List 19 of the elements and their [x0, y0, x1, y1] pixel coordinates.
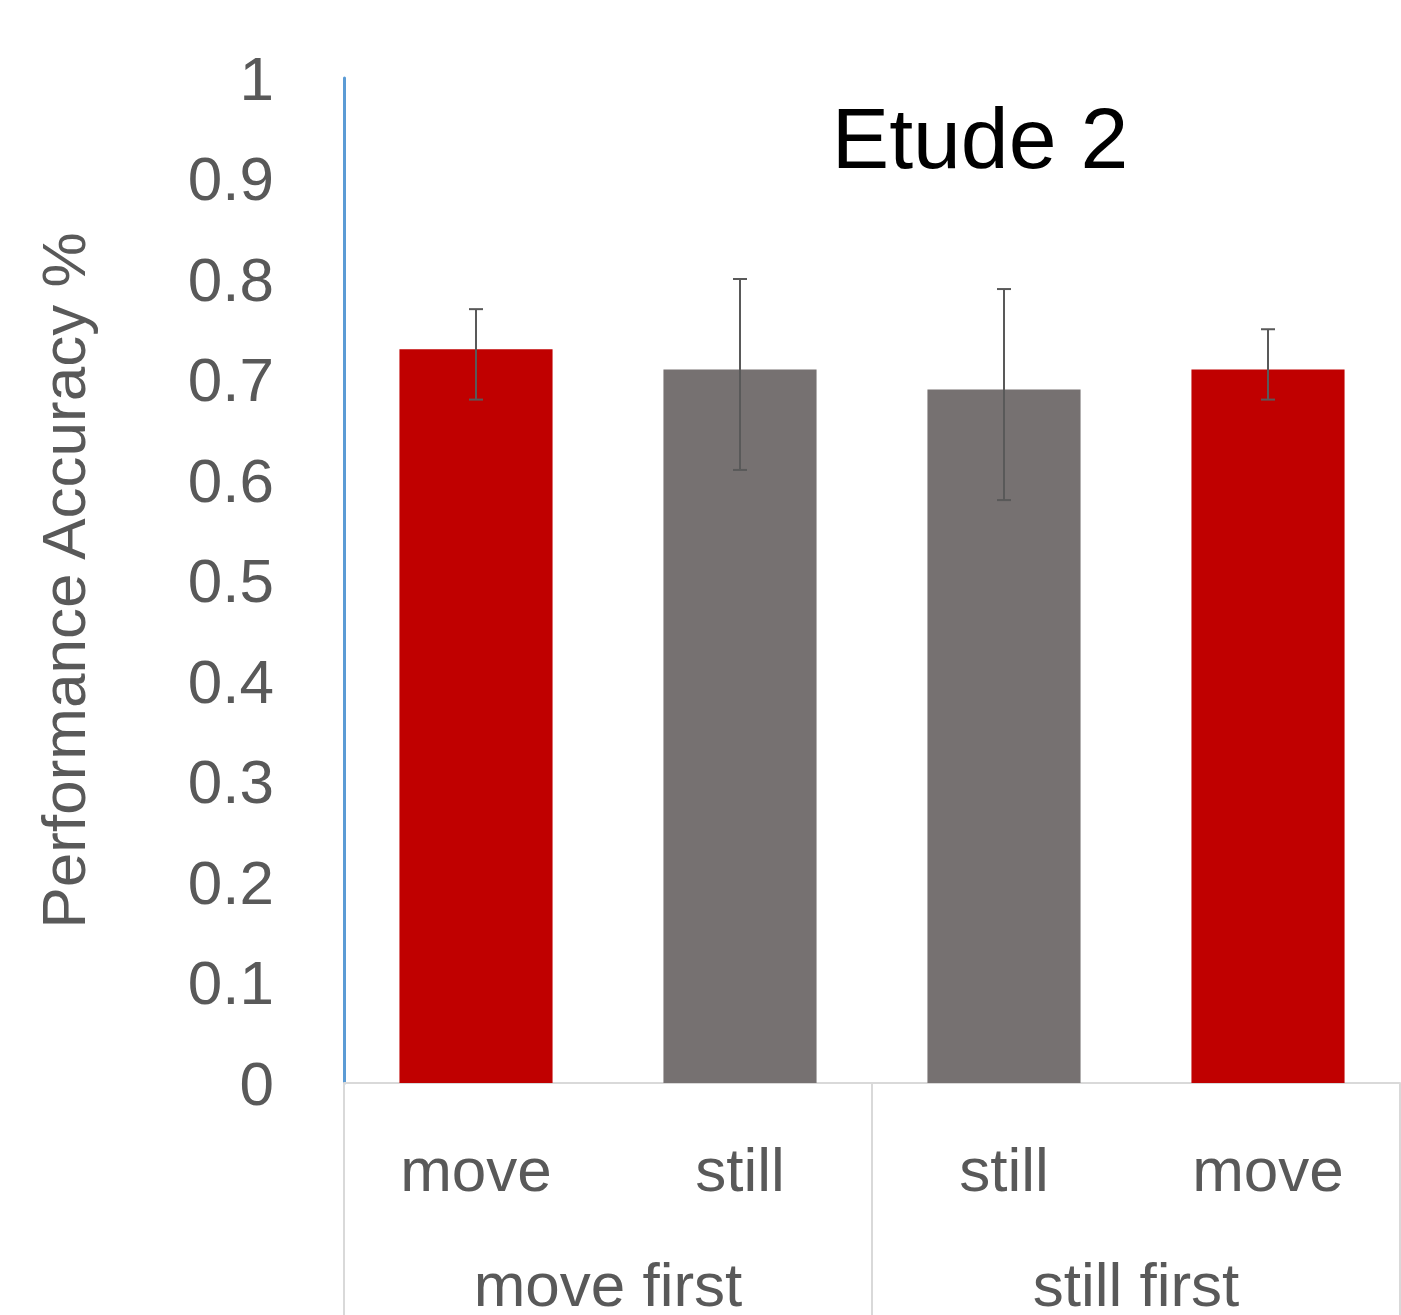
y-tick-label: 0.2	[187, 847, 274, 917]
y-tick-label: 0.8	[187, 244, 274, 314]
y-tick-label: 1	[239, 43, 274, 113]
text: move first	[473, 1249, 743, 1315]
y-tick-label: 0	[239, 1048, 274, 1118]
y-tick-label: 0.6	[187, 445, 274, 515]
y-tick-label: 0.1	[187, 948, 274, 1017]
chart-title: Etude 2	[831, 90, 1129, 186]
y-tick-label: 0.3	[187, 747, 274, 816]
y-tick-label: 0.9	[187, 144, 274, 213]
y-tick-label: 0.5	[187, 546, 274, 615]
y-axis-title: Performance Accuracy %	[28, 232, 98, 929]
text: still first	[1032, 1249, 1240, 1315]
x-tick-label: move	[1192, 1134, 1344, 1204]
x-tick-label: still	[695, 1134, 785, 1204]
x-tick-label: move	[400, 1134, 552, 1204]
y-tick-label: 0.4	[187, 646, 274, 716]
x-tick-label: still	[959, 1134, 1049, 1204]
y-tick-label: 0.7	[187, 345, 274, 414]
